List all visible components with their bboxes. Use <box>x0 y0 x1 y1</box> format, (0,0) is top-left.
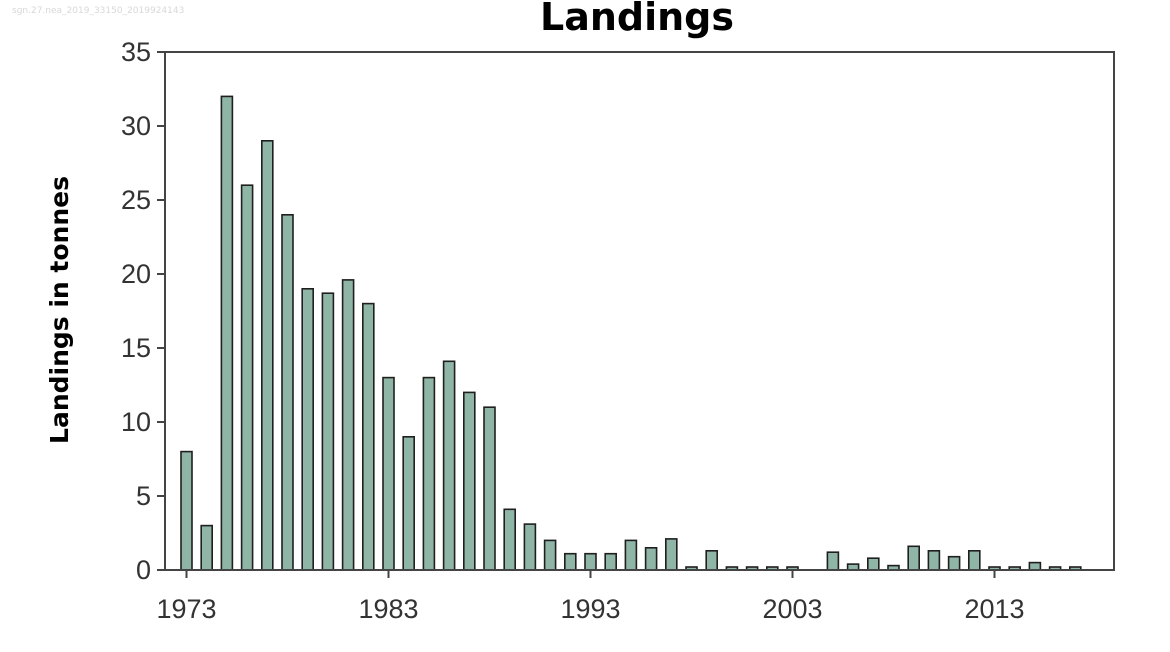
y-tick-label: 5 <box>136 481 151 511</box>
x-tick-label: 1993 <box>560 594 620 624</box>
x-axis: 1973 1983 1993 2003 2013 <box>156 570 1025 624</box>
watermark-text: sgn.27.nea_2019_33150_2019924143 <box>12 6 185 16</box>
bar-1987 <box>462 391 476 571</box>
bar-1992 <box>563 552 577 571</box>
bar-1996 <box>644 546 658 571</box>
bar-1978 <box>281 214 294 571</box>
y-tick-label: 15 <box>121 333 151 363</box>
y-tick-label: 20 <box>121 259 151 289</box>
chart-title: Landings <box>540 0 734 39</box>
bar-2005 <box>826 551 840 571</box>
bar-1979 <box>301 287 315 571</box>
bar-1985 <box>422 376 436 571</box>
y-tick-label: 35 <box>121 37 151 67</box>
bar-1983 <box>382 376 395 571</box>
y-axis-label: Landings in tonnes <box>45 176 74 444</box>
bar-1993 <box>584 552 597 571</box>
bar-1974 <box>200 524 213 571</box>
bar-1994 <box>604 552 618 571</box>
y-tick-label: 30 <box>121 111 151 141</box>
bar-1982 <box>361 302 375 571</box>
x-tick-label: 1973 <box>156 594 216 624</box>
y-axis: 0 5 10 15 20 25 30 35 <box>121 37 165 585</box>
bar-1988 <box>483 406 496 571</box>
bar-2009 <box>907 545 921 571</box>
y-tick-label: 25 <box>121 185 151 215</box>
bar-1976 <box>240 184 254 571</box>
bar-1986 <box>442 360 456 571</box>
bar-1997 <box>664 538 678 571</box>
bar-1981 <box>341 279 355 571</box>
bar-2012 <box>967 549 981 571</box>
x-tick-label: 2013 <box>964 594 1024 624</box>
x-tick-label: 1983 <box>358 594 418 624</box>
bar-1989 <box>503 508 517 571</box>
bar-1999 <box>705 549 719 571</box>
plot-frame <box>164 51 1115 571</box>
bar-1984 <box>402 435 416 571</box>
bar-1991 <box>543 539 557 571</box>
bar-1975 <box>220 95 234 571</box>
bar-1990 <box>523 523 537 571</box>
bar-1977 <box>260 140 274 571</box>
bar-1973 <box>180 450 193 571</box>
bar-2015 <box>1028 561 1042 571</box>
bar-2010 <box>927 549 941 571</box>
bar-1995 <box>624 539 638 571</box>
bar-series <box>180 95 1082 571</box>
bar-2011 <box>947 555 961 571</box>
bar-2007 <box>866 557 880 571</box>
x-tick-label: 2003 <box>762 594 822 624</box>
y-tick-label: 10 <box>121 407 151 437</box>
bar-1980 <box>321 292 335 571</box>
y-tick-label: 0 <box>136 555 151 585</box>
